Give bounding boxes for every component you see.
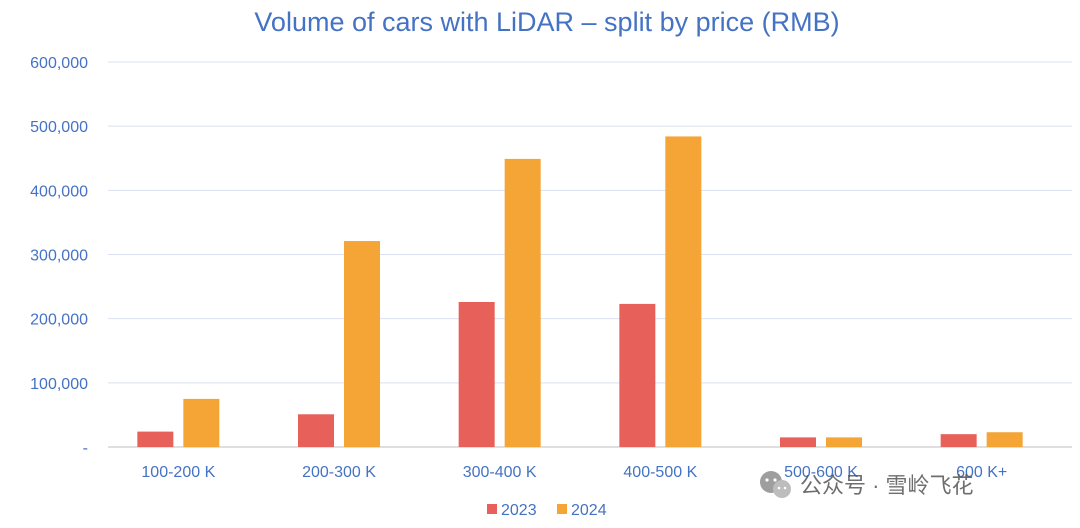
chart-title: Volume of cars with LiDAR – split by pri… xyxy=(254,7,839,37)
x-category-label: 100-200 K xyxy=(141,464,215,481)
bar-2024-4 xyxy=(826,437,862,447)
legend-swatch-2023 xyxy=(487,504,497,514)
wechat-icon xyxy=(760,471,791,498)
y-tick-label: 400,000 xyxy=(30,183,88,200)
bar-2024-5 xyxy=(986,432,1023,447)
x-category-label: 200-300 K xyxy=(302,464,376,481)
bar-2024-1 xyxy=(344,241,380,447)
y-tick-label: 200,000 xyxy=(30,312,88,329)
bar-2023-3 xyxy=(619,303,656,447)
bar-2024-2 xyxy=(504,158,541,447)
y-tick-label: 300,000 xyxy=(30,248,88,265)
gridlines xyxy=(108,61,1072,448)
bar-2023-0 xyxy=(137,431,174,447)
legend-swatch-2024 xyxy=(557,504,567,514)
bar-2023-4 xyxy=(780,437,816,447)
x-category-label: 300-400 K xyxy=(463,464,537,481)
y-tick-label: 600,000 xyxy=(30,55,88,72)
legend-label: 2023 xyxy=(501,502,537,519)
y-tick-label: - xyxy=(83,440,88,457)
x-category-label: 600 K+ xyxy=(956,464,1007,481)
bar-2023-1 xyxy=(298,414,334,447)
y-tick-label: 500,000 xyxy=(30,119,88,136)
x-axis-categories: 100-200 K 200-300 K 300-400 K 400-500 K 500-… xyxy=(141,464,1007,481)
watermark: 公众号 · 雪岭飞花 xyxy=(760,471,974,498)
bar-2024-3 xyxy=(665,136,702,447)
bar-2023-5 xyxy=(940,434,977,447)
bar-2023-2 xyxy=(458,301,495,447)
bar-2024-0 xyxy=(183,398,220,447)
bars xyxy=(137,136,1023,447)
x-category-label: 500-600 K xyxy=(784,464,858,481)
y-axis-ticks: - 100,000 200,000 300,000 400,000 500,000 600,… xyxy=(30,55,88,457)
x-category-label: 400-500 K xyxy=(623,464,697,481)
y-tick-label: 100,000 xyxy=(30,376,88,393)
legend-label: 2024 xyxy=(571,502,607,519)
legend: 2023 2024 xyxy=(487,502,607,519)
watermark-text: 公众号 · 雪岭飞花 xyxy=(800,473,974,498)
